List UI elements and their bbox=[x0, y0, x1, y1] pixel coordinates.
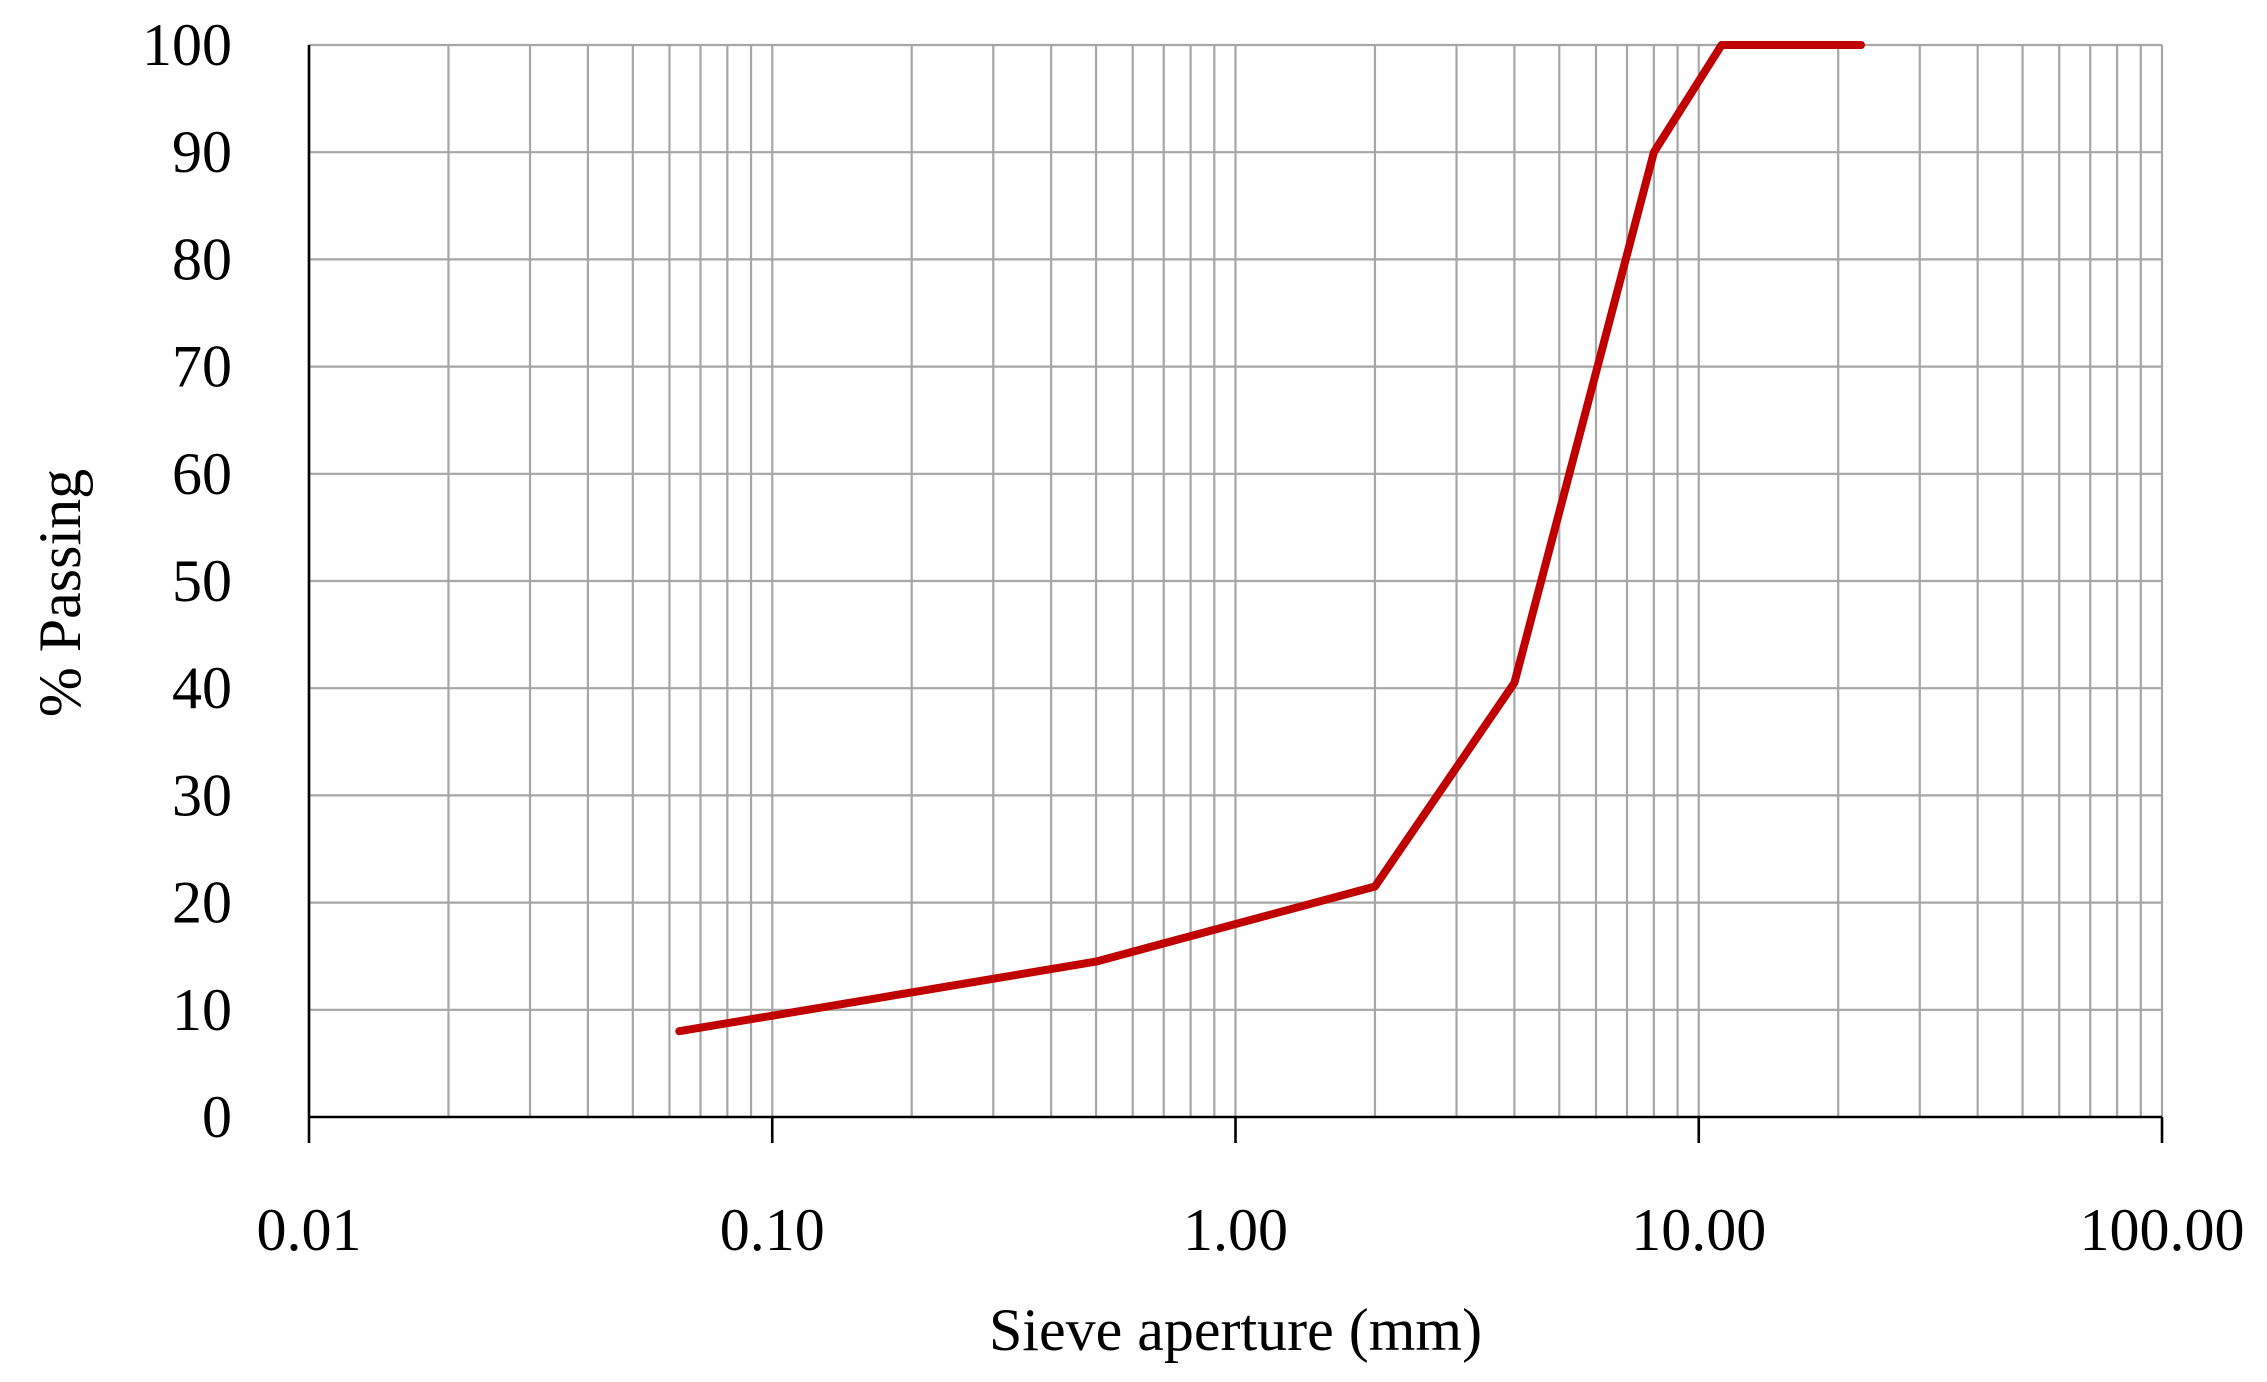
x-tick-label: 1.00 bbox=[1183, 1197, 1288, 1263]
y-tick-label: 70 bbox=[172, 334, 232, 400]
y-tick-label: 30 bbox=[172, 762, 232, 828]
y-tick-label: 90 bbox=[172, 119, 232, 185]
y-tick-label: 0 bbox=[202, 1084, 232, 1150]
y-axis-tick-labels: 0 10 20 30 40 50 60 70 80 90 100 bbox=[142, 12, 232, 1150]
y-tick-label: 20 bbox=[172, 870, 232, 936]
y-tick-label: 80 bbox=[172, 226, 232, 292]
grading-curve-line bbox=[675, 41, 1865, 1036]
x-tick-label: 0.10 bbox=[720, 1197, 825, 1263]
x-tick-label: 0.01 bbox=[257, 1197, 362, 1263]
y-tick-label: 10 bbox=[172, 977, 232, 1043]
x-axis-tick-labels: 0.01 0.10 1.00 10.00 100.00 bbox=[257, 1197, 2245, 1263]
y-tick-label: 60 bbox=[172, 441, 232, 507]
y-axis-title: % Passing bbox=[27, 469, 93, 717]
series-layer bbox=[675, 41, 1865, 1036]
y-tick-label: 100 bbox=[142, 12, 232, 78]
x-tick-label: 100.00 bbox=[2080, 1197, 2245, 1263]
y-tick-label: 50 bbox=[172, 548, 232, 614]
x-axis-ticks bbox=[307, 1117, 2164, 1143]
y-tick-label: 40 bbox=[172, 655, 232, 721]
x-axis-title: Sieve aperture (mm) bbox=[989, 1297, 1482, 1363]
x-tick-label: 10.00 bbox=[1631, 1197, 1766, 1263]
